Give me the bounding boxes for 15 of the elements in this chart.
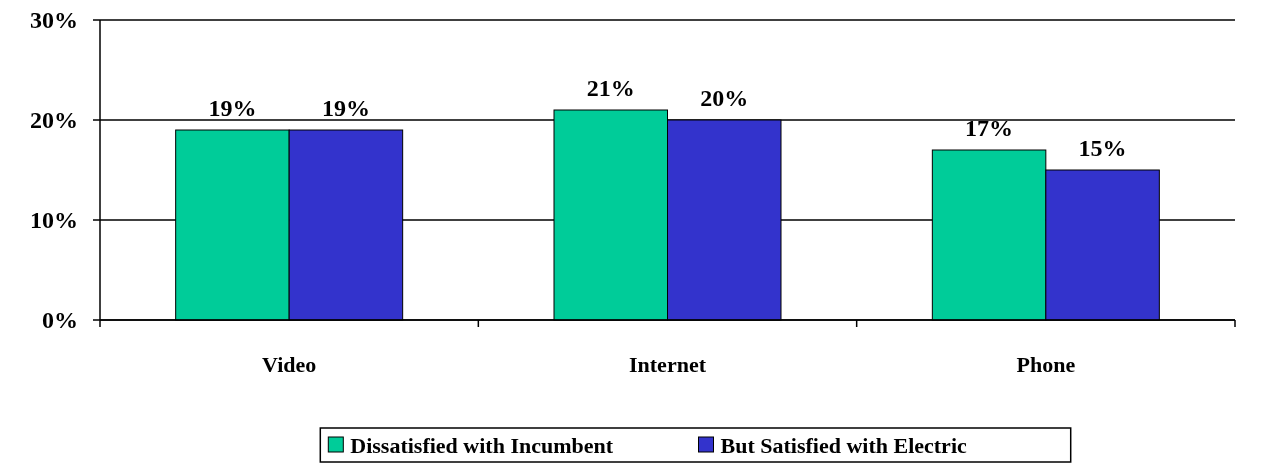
x-tick-label: Video xyxy=(262,352,317,377)
y-tick-label: 30% xyxy=(30,7,78,34)
x-tick-label: Phone xyxy=(1016,352,1076,377)
data-label: 21% xyxy=(586,75,635,101)
y-tick-label: 0% xyxy=(42,307,78,334)
data-label: 19% xyxy=(321,95,370,121)
data-label: 20% xyxy=(700,85,749,111)
y-tick-label: 10% xyxy=(30,207,78,234)
legend-label: But Satisfied with Electric xyxy=(720,432,967,458)
x-tick-label: Internet xyxy=(629,352,707,377)
legend-label: Dissatisfied with Incumbent xyxy=(350,432,614,458)
data-label: 15% xyxy=(1078,135,1127,161)
data-label: 17% xyxy=(965,115,1014,141)
data-label: 19% xyxy=(208,95,257,121)
y-tick-label: 20% xyxy=(30,107,78,134)
